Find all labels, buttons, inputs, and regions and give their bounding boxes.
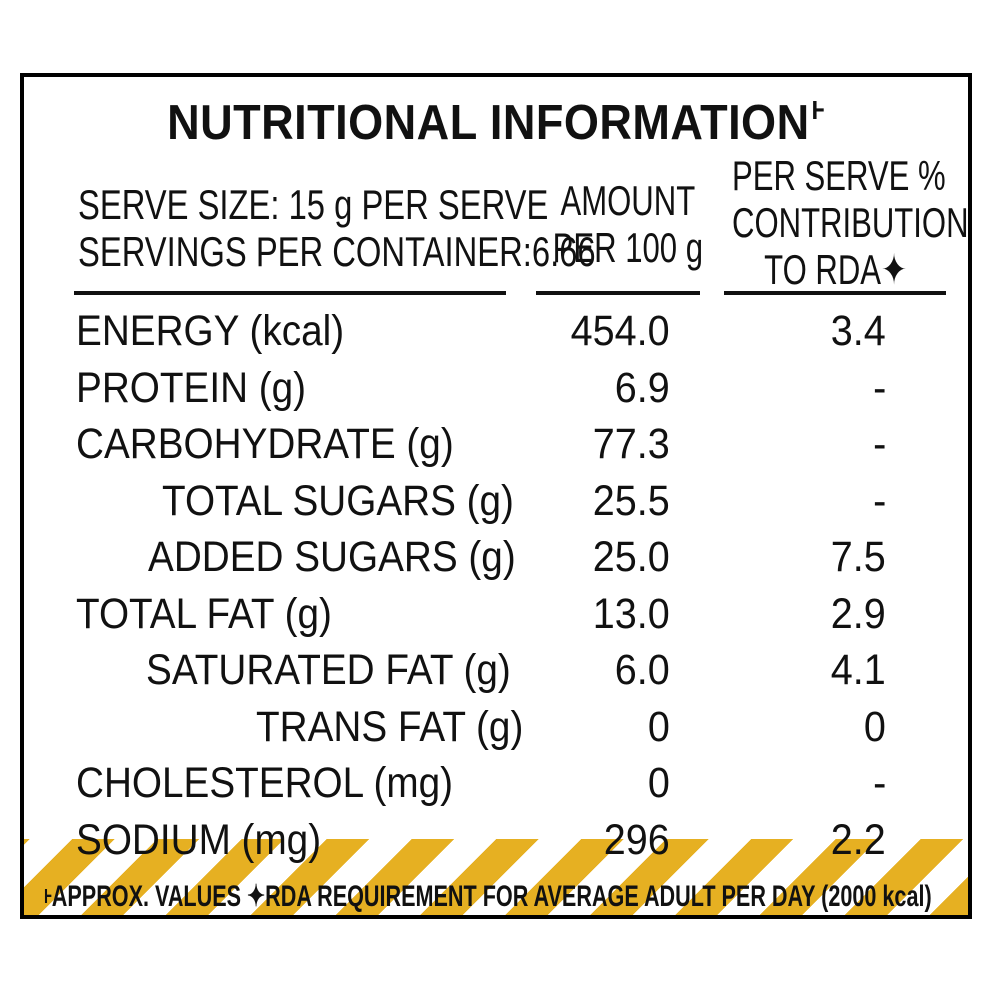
nutrient-rda: 7.5 [831,533,886,581]
footnote: ⱵAPPROX. VALUES ✦RDA REQUIREMENT FOR AVE… [44,881,932,913]
rda-header-line3: TO RDA✦ [764,246,908,293]
nutrient-table: ENERGY (kcal) 454.0 3.4 PROTEIN (g) 6.9 … [24,303,968,869]
hazard-stripes [24,839,968,915]
nutrient-name: ADDED SUGARS (g) [148,533,516,581]
nutrient-name: PROTEIN (g) [76,363,307,412]
nutrient-rda: 3.4 [831,307,886,355]
nutrient-row-total-sugars: TOTAL SUGARS (g) 25.5 - [24,473,968,530]
nutrient-row-total-fat: TOTAL FAT (g) 13.0 2.9 [24,586,968,643]
nutrient-rda: - [872,363,886,412]
nutrient-name: TRANS FAT (g) [256,702,524,751]
rda-column-header: PER SERVE % CONTRIBUTION TO RDA✦ [732,152,969,293]
nutrient-amount: 0 [647,759,670,807]
nutrient-amount: 25.5 [592,476,670,525]
nutrient-name: CARBOHYDRATE (g) [76,420,454,468]
nutrient-rda: 4.1 [831,646,886,694]
nutrient-amount: 0 [647,702,670,751]
nutrient-row-trans-fat: TRANS FAT (g) 0 0 [24,699,968,756]
nutrition-label: NUTRITIONAL INFORMATIONⱵ SERVE SIZE: 15 … [20,73,972,919]
nutrient-name: CHOLESTEROL (mg) [76,759,454,807]
approx-mark-icon: Ⱶ [811,95,825,125]
header-divider [74,291,506,295]
servings-per-container: SERVINGS PER CONTAINER:6.66 [78,228,596,275]
title-text: NUTRITIONAL INFORMATION [167,96,810,150]
amount-header-line2: PER 100 g [552,224,704,271]
nutrient-rda: - [872,420,886,468]
header-divider [536,291,700,295]
nutrient-amount: 6.9 [615,363,670,412]
nutrient-rda: - [872,476,886,525]
serve-size: SERVE SIZE: 15 g PER SERVE [78,181,549,228]
nutrient-row-protein: PROTEIN (g) 6.9 - [24,360,968,417]
approx-mark-icon: Ⱶ [44,886,52,908]
nutrient-amount: 6.0 [615,646,670,694]
nutrient-name: TOTAL FAT (g) [76,589,332,638]
nutrient-name: ENERGY (kcal) [76,307,345,355]
nutrient-row-sodium: SODIUM (mg) 296 2.2 [24,812,968,869]
nutrient-amount: 13.0 [592,589,670,638]
nutrient-rda: - [872,759,886,807]
nutrient-name: SATURATED FAT (g) [146,646,511,694]
nutrient-row-added-sugars: ADDED SUGARS (g) 25.0 7.5 [24,529,968,586]
rda-header-line2: CONTRIBUTION [732,199,969,246]
nutrient-amount: 77.3 [592,420,670,468]
serve-info: SERVE SIZE: 15 g PER SERVE SERVINGS PER … [78,181,596,275]
amount-header-line1: AMOUNT [560,177,696,224]
nutrient-rda: 2.9 [831,589,886,638]
nutrient-row-energy: ENERGY (kcal) 454.0 3.4 [24,303,968,360]
header-divider [724,291,946,295]
amount-column-header: AMOUNT PER 100 g [552,177,704,271]
nutrient-amount: 454.0 [570,307,670,355]
nutrient-amount: 296 [603,815,670,864]
nutrient-name: TOTAL SUGARS (g) [162,476,514,525]
nutrient-amount: 25.0 [592,533,670,581]
nutrient-name: SODIUM (mg) [76,815,322,864]
footnote-text: APPROX. VALUES ✦RDA REQUIREMENT FOR AVER… [51,880,932,913]
nutrient-row-carbohydrate: CARBOHYDRATE (g) 77.3 - [24,416,968,473]
label-title: NUTRITIONAL INFORMATIONⱵ [62,95,930,151]
nutrient-rda: 0 [863,702,886,751]
nutrient-row-cholesterol: CHOLESTEROL (mg) 0 - [24,755,968,812]
nutrient-rda: 2.2 [831,815,886,864]
nutrient-row-saturated-fat: SATURATED FAT (g) 6.0 4.1 [24,642,968,699]
rda-header-line1: PER SERVE % [732,152,946,199]
